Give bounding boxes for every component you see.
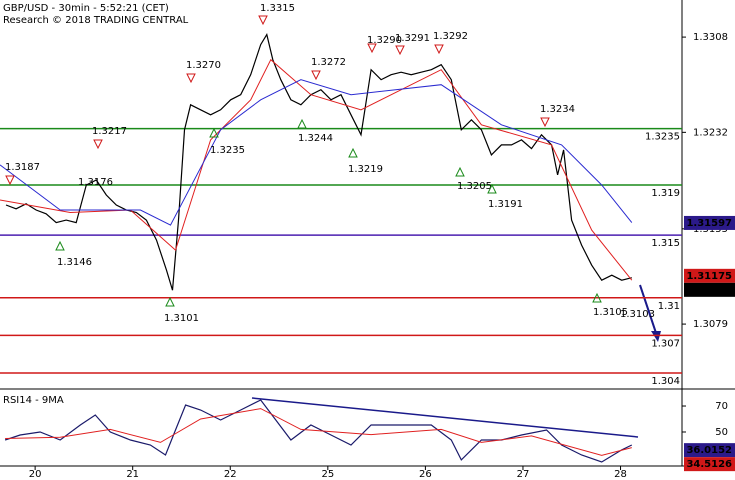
swing-label: 1.3292 — [433, 31, 468, 42]
rsi-trend-line — [251, 397, 639, 438]
swing-marker — [540, 117, 550, 128]
y-tick-label: 50 — [715, 427, 728, 438]
swing-label: 1.3191 — [488, 199, 523, 210]
x-tick-label: 21 — [126, 469, 139, 480]
y-tick-label: 1.3232 — [693, 127, 728, 138]
price-box-label: 36.0152 — [686, 445, 732, 456]
swing-marker — [311, 70, 321, 81]
swing-marker — [258, 15, 268, 26]
x-tick-label: 28 — [614, 469, 627, 480]
price-box-label: 1.3113 — [693, 285, 732, 296]
trend-arrow — [639, 284, 657, 334]
swing-label: 1.3146 — [57, 257, 92, 268]
swing-marker — [348, 147, 358, 158]
swing-marker — [55, 240, 65, 251]
swing-label: 1.3219 — [348, 164, 383, 175]
swing-marker — [186, 73, 196, 84]
chart-title: GBP/USD - 30min - 5:52:21 (CET) — [3, 3, 169, 14]
swing-marker — [297, 118, 307, 129]
swing-marker — [165, 296, 175, 307]
swing-label: 1.3101 — [164, 313, 199, 324]
price-box — [684, 457, 735, 472]
swing-marker — [5, 175, 15, 186]
swing-label: 1.3272 — [311, 57, 346, 68]
price-box — [684, 268, 735, 283]
level-label: 1.315 — [651, 238, 680, 249]
swing-label: 1.3290 — [367, 35, 402, 46]
series-line — [4, 399, 633, 463]
price-box-label: 34.5126 — [686, 459, 732, 470]
swing-label: 1.3176 — [78, 177, 113, 188]
price-box-label: 1.31175 — [686, 271, 732, 282]
price-box — [684, 215, 735, 230]
swing-label: 1.3103 — [620, 309, 655, 320]
swing-marker — [487, 183, 497, 194]
swing-marker — [455, 166, 465, 177]
swing-label: 1.3235 — [210, 145, 245, 156]
price-box-label: 1.31597 — [686, 218, 732, 229]
swing-label: 1.3244 — [298, 133, 333, 144]
level-label: 1.304 — [651, 376, 680, 387]
x-tick-label: 20 — [29, 469, 42, 480]
swing-label: 1.3234 — [540, 104, 575, 115]
series-line — [5, 408, 632, 456]
panel-title: RSI14 - 9MA — [3, 395, 64, 406]
y-tick-label: 70 — [715, 401, 728, 412]
swing-marker — [395, 45, 405, 56]
level-label: 1.31 — [658, 301, 680, 312]
swing-label: 1.3291 — [395, 33, 430, 44]
swing-marker — [434, 44, 444, 55]
level-label: 1.307 — [651, 338, 680, 349]
swing-label: 1.3217 — [92, 126, 127, 137]
price-box — [684, 282, 735, 297]
swing-marker — [367, 43, 377, 54]
chart-subtitle: Research © 2018 TRADING CENTRAL — [3, 15, 189, 26]
y-tick-label: 1.3308 — [693, 32, 728, 43]
x-tick-label: 27 — [517, 469, 530, 480]
swing-label: 1.3315 — [260, 3, 295, 14]
swing-label: 1.3187 — [5, 162, 40, 173]
series-line — [0, 58, 633, 281]
swing-label: 1.3270 — [186, 60, 221, 71]
swing-marker — [209, 127, 219, 138]
swing-label: 1.3205 — [457, 181, 492, 192]
level-label: 1.3235 — [645, 132, 680, 143]
price-box — [684, 443, 735, 458]
arrow-head — [651, 331, 661, 342]
series-line — [0, 79, 633, 226]
level-label: 1.319 — [651, 188, 680, 199]
y-tick-label: 1.3079 — [693, 319, 728, 330]
swing-marker — [592, 292, 602, 303]
x-tick-label: 25 — [321, 469, 334, 480]
swing-label: 1.3105 — [593, 307, 628, 318]
x-tick-label: 26 — [419, 469, 432, 480]
swing-marker — [93, 139, 103, 150]
x-tick-label: 22 — [224, 469, 237, 480]
